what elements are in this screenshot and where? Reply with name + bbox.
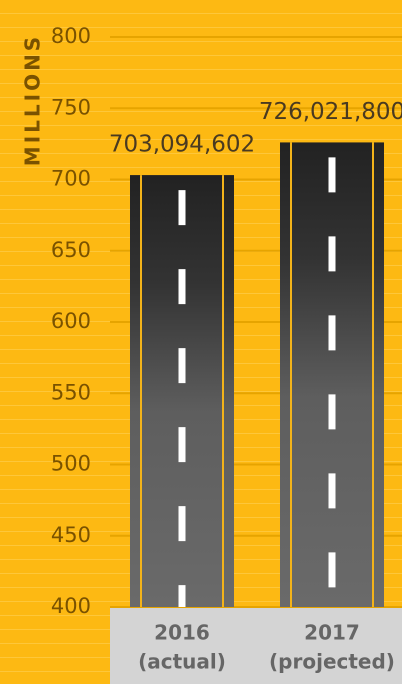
y-tick-label: 400	[51, 594, 91, 618]
bar	[130, 175, 234, 607]
y-tick-label: 700	[51, 167, 91, 191]
bar	[280, 142, 384, 607]
y-tick-label: 650	[51, 238, 91, 262]
y-tick-label: 550	[51, 380, 91, 404]
value-label: 726,021,800	[259, 99, 402, 125]
y-tick-label: 500	[51, 452, 91, 476]
x-tick-label: 2017	[304, 621, 360, 645]
category-panel	[110, 607, 402, 684]
y-tick-label: 600	[51, 309, 91, 333]
y-tick-label: 750	[51, 95, 91, 119]
y-axis-label: MILLIONS	[21, 34, 45, 166]
x-tick-note: (projected)	[269, 650, 395, 674]
x-tick-label: 2016	[154, 621, 210, 645]
value-label: 703,094,602	[109, 132, 255, 158]
y-tick-label: 800	[51, 24, 91, 48]
x-tick-note: (actual)	[138, 650, 226, 674]
y-tick-label: 450	[51, 523, 91, 547]
